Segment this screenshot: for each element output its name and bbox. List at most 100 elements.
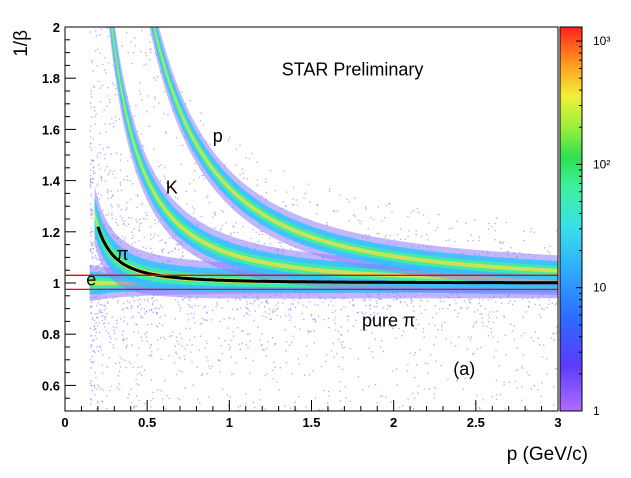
scatter-point: [394, 324, 396, 326]
scatter-point: [90, 380, 92, 382]
scatter-point: [315, 321, 317, 323]
scatter-point: [241, 330, 243, 332]
scatter-point: [406, 304, 408, 306]
scatter-point: [221, 209, 223, 212]
annotation-label: p: [213, 126, 223, 146]
scatter-point: [106, 407, 108, 410]
scatter-point: [166, 395, 168, 397]
scatter-point: [187, 313, 189, 315]
scatter-point: [95, 328, 97, 330]
scatter-point: [409, 352, 412, 354]
scatter-point: [494, 222, 496, 225]
scatter-point: [157, 221, 159, 223]
scatter-point: [412, 392, 414, 394]
scatter-point: [114, 93, 117, 96]
scatter-point: [274, 342, 276, 344]
scatter-point: [376, 401, 379, 404]
scatter-point: [177, 243, 180, 245]
scatter-point: [130, 308, 132, 310]
scatter-point: [141, 29, 143, 32]
scatter-point: [139, 93, 142, 95]
scatter-point: [91, 210, 94, 212]
scatter-point: [490, 298, 492, 300]
scatter-point: [235, 148, 237, 150]
scatter-point: [534, 331, 537, 333]
scatter-point: [96, 265, 98, 267]
scatter-point: [328, 190, 331, 193]
scatter-point: [269, 170, 272, 172]
scatter-point: [90, 334, 92, 336]
scatter-point: [111, 82, 114, 84]
annotation-label: STAR Preliminary: [282, 60, 424, 80]
scatter-point: [221, 224, 224, 227]
scatter-point: [528, 301, 530, 303]
scatter-point: [136, 221, 138, 223]
scatter-point: [142, 246, 144, 248]
scatter-point: [90, 398, 92, 400]
scatter-point: [528, 305, 530, 307]
scatter-point: [166, 182, 168, 184]
scatter-point: [228, 343, 230, 346]
scatter-point: [194, 304, 196, 307]
scatter-point: [90, 399, 92, 401]
scatter-point: [249, 302, 251, 304]
scatter-point: [497, 341, 499, 343]
scatter-point: [125, 367, 127, 369]
scatter-point: [310, 331, 312, 333]
scatter-point: [121, 309, 124, 311]
scatter-point: [239, 348, 242, 350]
scatter-point: [356, 312, 358, 314]
scatter-point: [448, 304, 451, 306]
scatter-point: [197, 398, 199, 400]
scatter-point: [105, 72, 107, 74]
scatter-point: [548, 303, 550, 305]
scatter-point: [152, 311, 154, 313]
scatter-point: [288, 314, 290, 316]
scatter-point: [218, 337, 220, 340]
scatter-point: [415, 327, 417, 330]
scatter-point: [148, 354, 150, 357]
scatter-point: [107, 302, 109, 304]
scatter-point: [333, 319, 335, 321]
scatter-point: [151, 351, 153, 353]
scatter-point: [189, 306, 191, 308]
scatter-point: [245, 307, 247, 309]
scatter-point: [388, 322, 391, 324]
scatter-point: [487, 299, 489, 301]
scatter-point: [103, 309, 106, 311]
scatter-point: [95, 250, 98, 252]
scatter-point: [282, 201, 284, 203]
scatter-point: [181, 91, 183, 93]
scatter-point: [482, 399, 484, 401]
scatter-point: [384, 236, 386, 238]
scatter-point: [204, 347, 206, 349]
scatter-point: [130, 199, 132, 201]
scatter-point: [310, 315, 313, 317]
scatter-point: [488, 316, 490, 319]
scatter-point: [504, 408, 507, 410]
scatter-point: [337, 331, 340, 333]
scatter-point: [111, 227, 113, 230]
scatter-point: [435, 360, 437, 362]
scatter-point: [470, 234, 472, 236]
scatter-point: [505, 354, 507, 356]
scatter-point: [345, 397, 347, 399]
scatter-point: [272, 369, 274, 371]
scatter-point: [313, 318, 316, 320]
scatter-point: [133, 300, 135, 302]
scatter-point: [277, 302, 279, 304]
scatter-point: [510, 247, 512, 249]
scatter-point: [136, 395, 138, 397]
scatter-point: [93, 350, 95, 352]
scatter-point: [420, 312, 422, 315]
scatter-point: [91, 317, 94, 319]
scatter-point: [95, 377, 97, 379]
scatter-point: [161, 324, 164, 327]
annotation-label: π: [116, 244, 128, 264]
scatter-point: [410, 299, 412, 302]
scatter-point: [90, 228, 92, 230]
scatter-point: [199, 402, 201, 404]
scatter-point: [153, 300, 155, 302]
scatter-point: [434, 305, 436, 307]
scatter-point: [248, 314, 251, 316]
